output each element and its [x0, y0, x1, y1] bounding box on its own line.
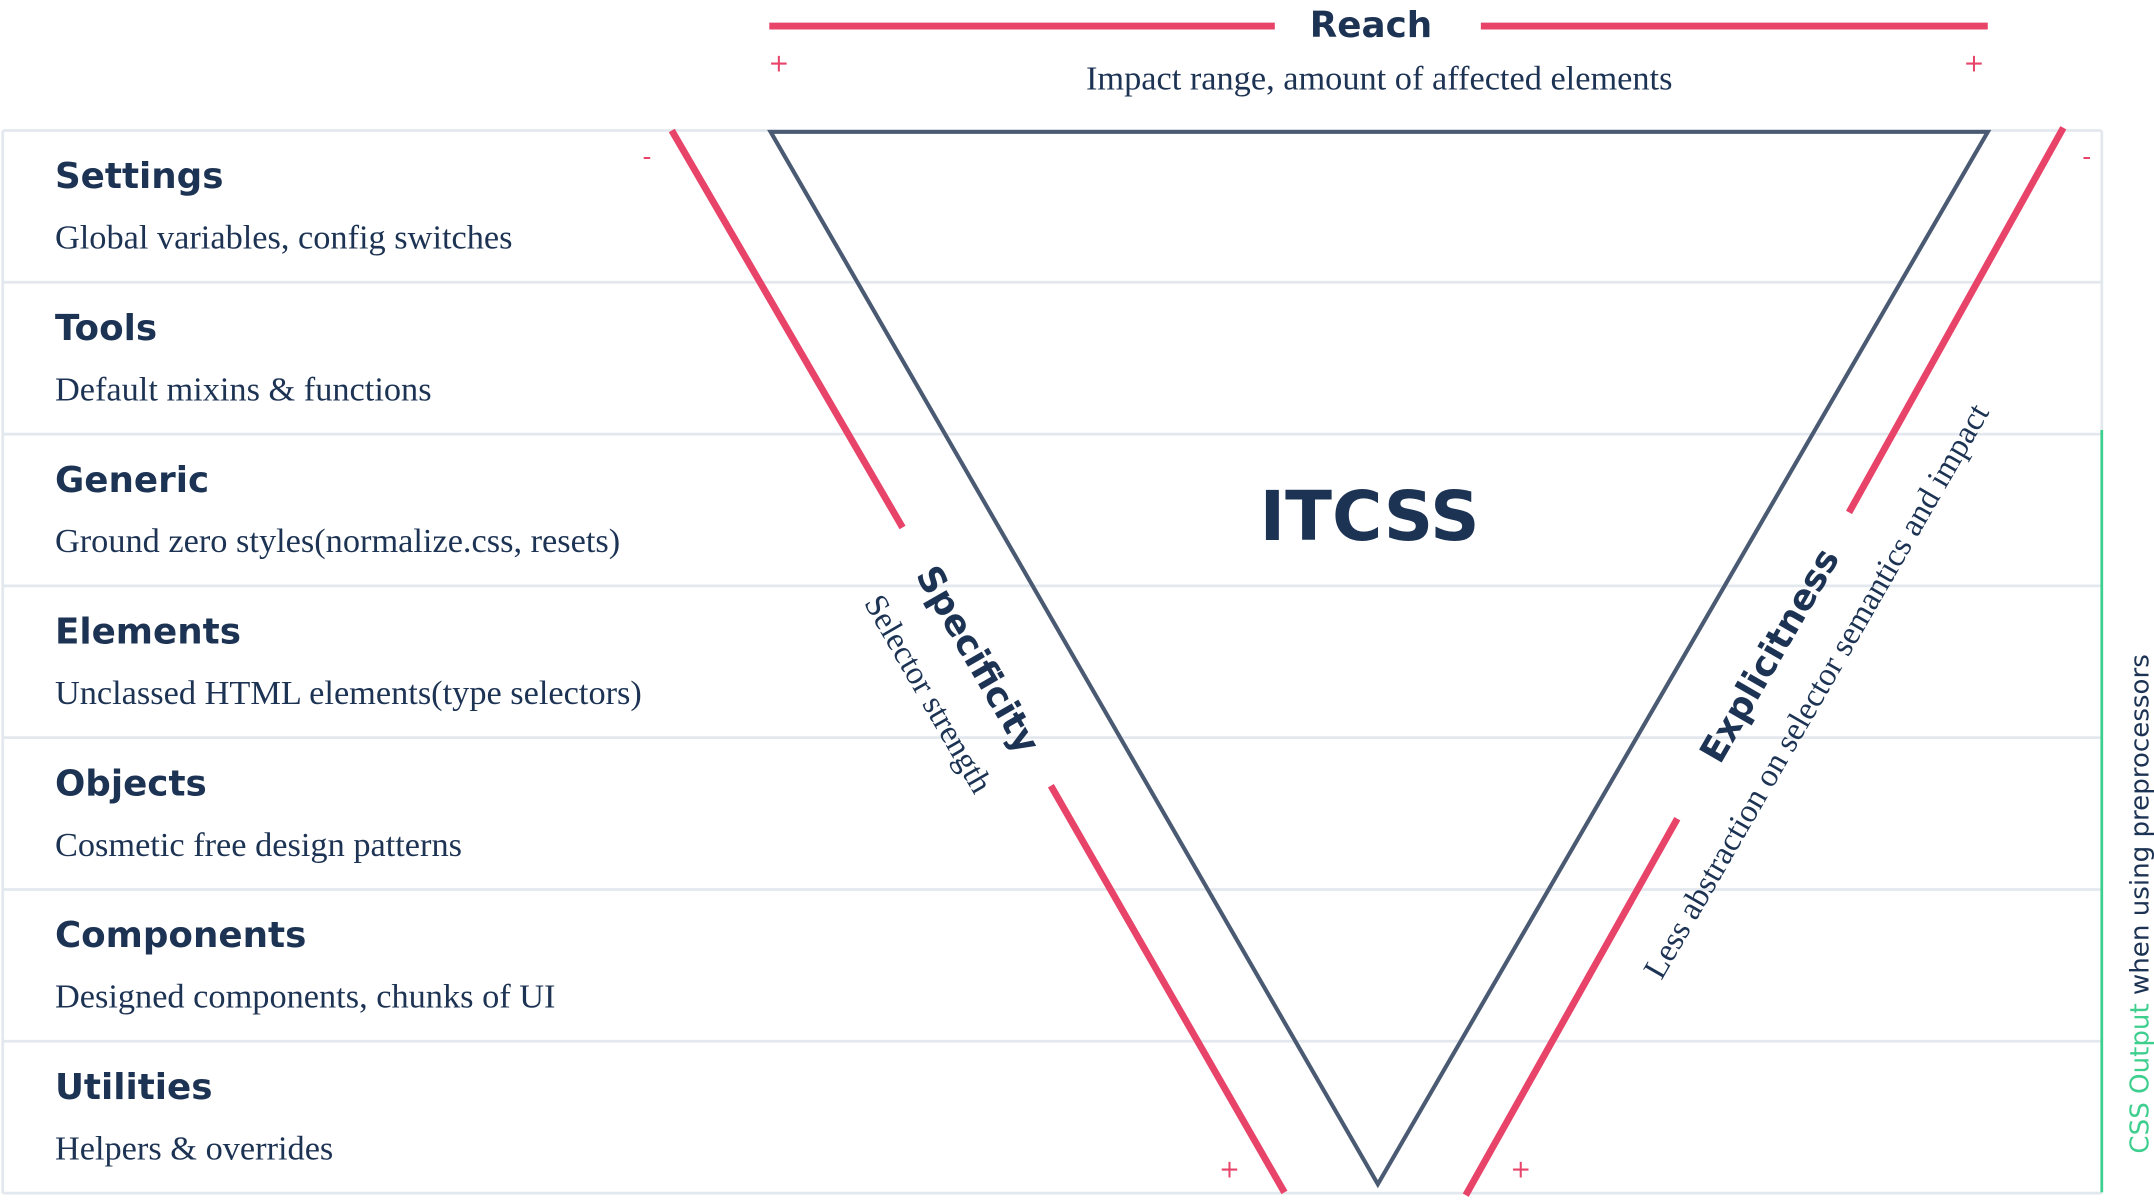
marker: +	[1219, 1154, 1240, 1183]
reach-subtitle: Impact range, amount of affected element…	[1086, 59, 1673, 97]
marker: +	[769, 48, 790, 77]
layer-name: Generic	[55, 460, 209, 501]
layer-description: Unclassed HTML elements(type selectors)	[55, 674, 642, 712]
triangle	[767, 129, 1992, 1189]
marker: -	[2082, 142, 2091, 171]
layers: Settings Global variables, config switche…	[1, 129, 2102, 1195]
marker: -	[643, 142, 652, 171]
explicitness-subtitle: Less abstraction on selector semantics a…	[1637, 398, 1997, 985]
marker: +	[1510, 1154, 1531, 1183]
layer-name: Tools	[55, 308, 157, 349]
layer-description: Ground zero styles(normalize.css, resets…	[55, 522, 620, 560]
side-note-highlight: CSS Output	[2125, 1003, 2154, 1153]
layer-description: Helpers & overrides	[55, 1129, 333, 1167]
reach-title: Reach	[1310, 5, 1432, 46]
layer-name: Settings	[55, 156, 224, 197]
side-note: CSS Output when using preprocessors	[2125, 654, 2154, 1153]
triangle-label: ITCSS	[1260, 477, 1480, 557]
explicitness-line	[1846, 126, 2067, 515]
layer-name: Elements	[55, 612, 241, 653]
layer-description: Cosmetic free design patterns	[55, 826, 462, 864]
layer-description: Global variables, config switches	[55, 219, 513, 257]
specificity-line	[668, 128, 906, 530]
layer-description: Designed components, chunks of UI	[55, 978, 556, 1016]
layer-name: Utilities	[55, 1067, 213, 1108]
explicitness-line	[1462, 817, 1681, 1197]
layer-name: Objects	[55, 763, 207, 804]
layer-name: Components	[55, 915, 306, 956]
side-note-text: when using preprocessors	[2125, 654, 2154, 995]
marker: +	[1964, 48, 1985, 77]
layer-description: Default mixins & functions	[55, 370, 432, 408]
specificity-line	[1047, 784, 1288, 1195]
